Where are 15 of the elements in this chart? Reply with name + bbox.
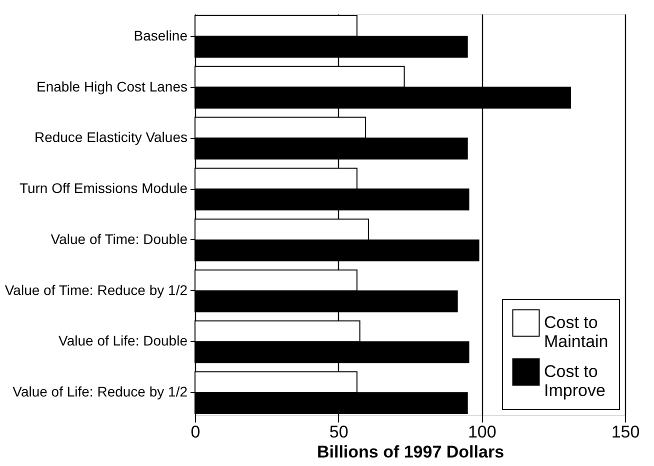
- x-tick-label: 50: [329, 422, 348, 442]
- x-tick-label: 150: [611, 422, 640, 442]
- y-tick-label: Value of Time: Reduce by 1/2: [4, 282, 188, 298]
- legend-label: Cost to Maintain: [544, 313, 608, 351]
- y-tick-label: Enable High Cost Lanes: [36, 78, 188, 94]
- y-tick-label: Value of Time: Double: [50, 230, 188, 247]
- x-axis-title: Billions of 1997 Dollars: [316, 442, 504, 462]
- y-tick-label: Turn Off Emissions Module: [19, 180, 188, 196]
- x-tick-label: 100: [468, 422, 496, 442]
- y-tick-label: Reduce Elasticity Values: [34, 129, 188, 146]
- y-tick-label: Value of Life: Reduce by 1/2: [12, 384, 188, 400]
- y-tick-label: Value of Life: Double: [58, 332, 188, 349]
- legend-label: Cost to Improve: [544, 362, 606, 400]
- x-tick-label: 0: [190, 422, 200, 442]
- y-tick-label: Baseline: [134, 27, 188, 44]
